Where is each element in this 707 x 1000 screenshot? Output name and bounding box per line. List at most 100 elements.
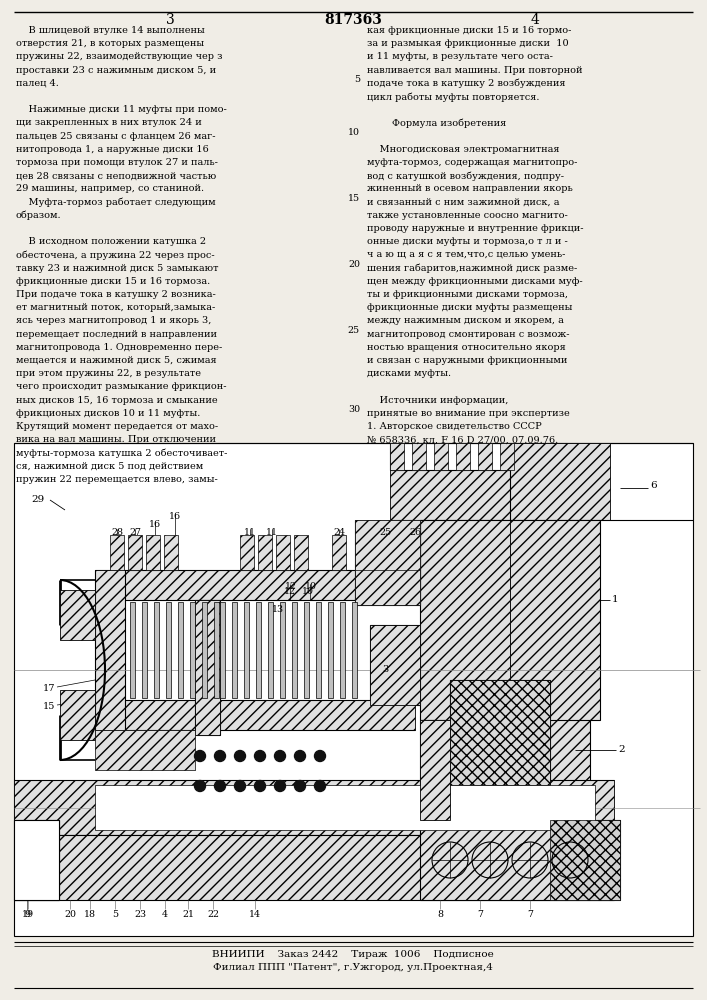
Bar	[178, 602, 183, 698]
Bar	[220, 602, 225, 698]
Text: 12: 12	[284, 587, 296, 596]
Circle shape	[295, 780, 305, 792]
Bar	[14, 443, 693, 936]
Text: 21: 21	[182, 910, 194, 919]
Bar	[352, 602, 357, 698]
Text: жиненный в осевом направлении якорь: жиненный в осевом направлении якорь	[367, 184, 573, 193]
Bar	[332, 535, 346, 570]
Text: 27: 27	[129, 528, 141, 537]
Bar	[420, 720, 450, 820]
Bar	[420, 820, 620, 900]
Bar	[328, 602, 333, 698]
Text: перемещает последний в направлении: перемещает последний в направлении	[16, 330, 217, 339]
Text: 14: 14	[249, 910, 261, 919]
Text: фрикционых дисков 10 и 11 муфты.: фрикционых дисков 10 и 11 муфты.	[16, 409, 200, 418]
Bar	[195, 600, 220, 735]
Bar	[95, 570, 415, 600]
Text: 15: 15	[348, 194, 360, 203]
Text: ся, нажимной диск 5 под действием: ся, нажимной диск 5 под действием	[16, 462, 203, 471]
Text: муфты-тормоза катушка 2 обесточивает-: муфты-тормоза катушка 2 обесточивает-	[16, 448, 228, 458]
Text: между нажимным диском и якорем, а: между нажимным диском и якорем, а	[367, 316, 564, 325]
Bar	[60, 690, 95, 740]
Bar	[390, 443, 404, 470]
Bar	[478, 443, 492, 470]
Circle shape	[235, 780, 245, 792]
Text: При подаче тока в катушку 2 возника-: При подаче тока в катушку 2 возника-	[16, 290, 216, 299]
Text: принятые во внимание при экспертизе: принятые во внимание при экспертизе	[367, 409, 570, 418]
Bar	[240, 535, 254, 570]
Text: щен между фрикционными дисками муф-: щен между фрикционными дисками муф-	[367, 277, 583, 286]
Text: вод с катушкой возбуждения, подпру-: вод с катушкой возбуждения, подпру-	[367, 171, 564, 181]
Text: ясь через магнитопровод 1 и якорь 3,: ясь через магнитопровод 1 и якорь 3,	[16, 316, 211, 325]
Text: Муфта-тормоз работает следующим: Муфта-тормоз работает следующим	[16, 198, 216, 207]
Bar	[128, 535, 142, 570]
Text: также установленные соосно магнито-: также установленные соосно магнито-	[367, 211, 568, 220]
Bar	[450, 680, 550, 785]
Bar	[304, 602, 309, 698]
Text: кая фрикционные диски 15 и 16 тормо-: кая фрикционные диски 15 и 16 тормо-	[367, 26, 571, 35]
Text: 23: 23	[134, 910, 146, 919]
Bar	[276, 535, 290, 570]
Circle shape	[194, 780, 206, 792]
Text: отверстия 21, в которых размещены: отверстия 21, в которых размещены	[16, 39, 204, 48]
Bar	[154, 602, 159, 698]
Bar	[510, 443, 610, 520]
Text: фрикционные диски 15 и 16 тормоза.: фрикционные диски 15 и 16 тормоза.	[16, 277, 210, 286]
Bar	[500, 443, 514, 470]
Bar	[412, 443, 426, 470]
Text: образом.: образом.	[16, 211, 62, 220]
Text: 13: 13	[272, 605, 284, 614]
Text: фрикционные диски муфты размещены: фрикционные диски муфты размещены	[367, 303, 573, 312]
Bar	[244, 602, 249, 698]
Bar	[294, 535, 308, 570]
Text: муфта-тормоз, содержащая магнитопро-: муфта-тормоз, содержащая магнитопро-	[367, 158, 578, 167]
Bar	[146, 535, 160, 570]
Text: № 658336, кл, F 16 D 27/00, 07.09.76.: № 658336, кл, F 16 D 27/00, 07.09.76.	[367, 435, 559, 444]
Text: 25: 25	[348, 326, 360, 335]
Text: ностью вращения относительно якоря: ностью вращения относительно якоря	[367, 343, 566, 352]
Text: 3: 3	[165, 13, 175, 27]
Bar	[292, 602, 297, 698]
Text: 28: 28	[111, 528, 123, 537]
Bar	[256, 602, 261, 698]
Text: 20: 20	[64, 910, 76, 919]
Bar	[142, 602, 147, 698]
Text: 6: 6	[650, 481, 657, 489]
Text: 7: 7	[527, 910, 533, 919]
Text: 25: 25	[379, 528, 391, 537]
Text: 1: 1	[612, 595, 619, 604]
Text: магнитопровода 1. Одновременно пере-: магнитопровода 1. Одновременно пере-	[16, 343, 222, 352]
Text: 10: 10	[302, 587, 314, 596]
Text: 16: 16	[169, 512, 181, 521]
Text: нитопровода 1, а наружные диски 16: нитопровода 1, а наружные диски 16	[16, 145, 209, 154]
Text: 11: 11	[244, 528, 256, 537]
Text: при этом пружины 22, в результате: при этом пружины 22, в результате	[16, 369, 201, 378]
Text: вика на вал машины. При отключении: вика на вал машины. При отключении	[16, 435, 216, 444]
Text: 7: 7	[477, 910, 483, 919]
Circle shape	[214, 750, 226, 762]
Text: 18: 18	[84, 910, 96, 919]
Circle shape	[255, 780, 266, 792]
Circle shape	[295, 750, 305, 762]
Bar	[95, 570, 125, 730]
Text: пружины 22, взаимодействующие чер з: пружины 22, взаимодействующие чер з	[16, 52, 223, 61]
Bar	[456, 443, 470, 470]
Text: Филиал ППП "Патент", г.Ужгород, ул.Проектная,4: Филиал ППП "Патент", г.Ужгород, ул.Проек…	[213, 963, 493, 972]
Text: 17: 17	[42, 684, 55, 693]
Text: 8: 8	[437, 910, 443, 919]
Text: 10: 10	[348, 128, 360, 137]
Circle shape	[274, 780, 286, 792]
Text: 3: 3	[382, 666, 388, 674]
Bar	[420, 720, 590, 820]
Text: 24: 24	[333, 528, 345, 537]
Text: 15: 15	[42, 702, 55, 711]
Text: шения габаритов,нажимной диск разме-: шения габаритов,нажимной диск разме-	[367, 264, 577, 273]
Text: мещается и нажимной диск 5, сжимая: мещается и нажимной диск 5, сжимая	[16, 356, 216, 365]
Text: 29 машины, например, со станиной.: 29 машины, например, со станиной.	[16, 184, 204, 193]
Circle shape	[214, 780, 226, 792]
Text: Нажимные диски 11 муфты при помо-: Нажимные диски 11 муфты при помо-	[16, 105, 227, 114]
Bar	[390, 470, 590, 520]
Bar	[340, 602, 345, 698]
Text: тавку 23 и нажимной диск 5 замыкают: тавку 23 и нажимной диск 5 замыкают	[16, 264, 218, 273]
Circle shape	[194, 750, 206, 762]
